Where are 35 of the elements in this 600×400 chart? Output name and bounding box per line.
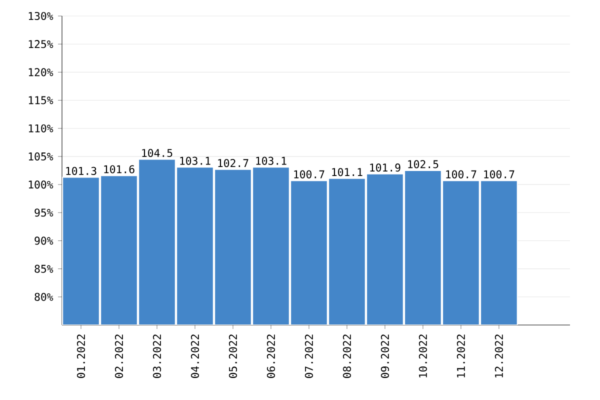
x-tick-label: 08.2022 [342,334,351,378]
data-label: 100.7 [484,170,514,178]
y-tick-label: 105% [28,152,54,160]
y-tick-label: 125% [28,40,54,48]
data-label: 101.1 [332,168,362,176]
data-label: 100.7 [294,170,324,178]
x-tick-label: 01.2022 [76,334,86,378]
x-tick-label: 12.2022 [494,334,503,378]
y-tick-label: 100% [28,180,54,189]
x-tick-label: 05.2022 [228,334,238,378]
x-tick-label: 07.2022 [304,334,313,378]
data-label: 102.7 [218,159,248,168]
data-label: 103.1 [180,156,210,165]
data-label: 104.5 [142,148,172,157]
y-tick-label: 115% [28,96,54,104]
x-tick-label: 03.2022 [152,334,162,378]
x-tick-label: 02.2022 [114,334,124,378]
data-label: 102.5 [408,160,438,168]
x-tick-label: 09.2022 [380,334,389,378]
y-tick-label: 90% [34,236,54,245]
x-tick-label: 10.2022 [418,334,427,378]
data-label: 100.7 [446,170,476,178]
x-tick-label: 04.2022 [190,334,200,378]
data-label: 101.6 [104,165,134,174]
y-tick-label: 85% [34,264,54,273]
data-label: 103.1 [256,156,286,165]
data-label: 101.3 [66,166,96,175]
y-tick-label: 130% [28,12,54,20]
x-tick-label: 06.2022 [266,334,276,378]
y-tick-label: 120% [28,68,54,76]
y-tick-label: 110% [28,124,54,132]
y-tick-label: 95% [34,208,54,217]
data-label: 101.9 [370,164,400,172]
y-tick-label: 80% [34,292,54,301]
x-tick-label: 11.2022 [456,334,465,378]
